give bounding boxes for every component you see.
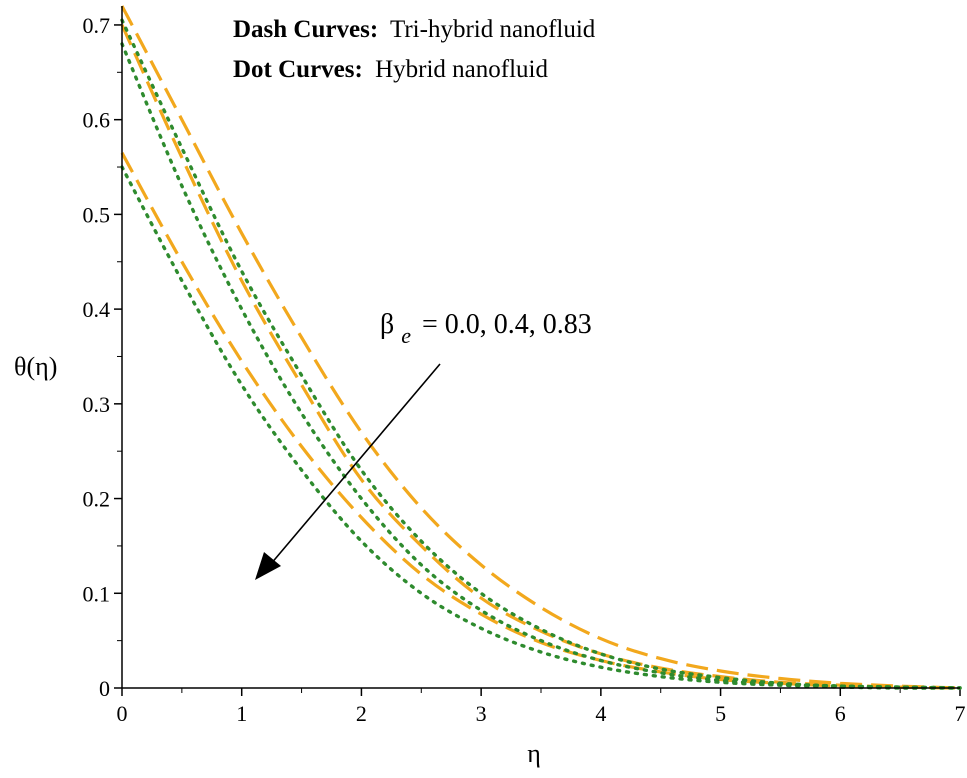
y-tick-label: 0.6 (83, 108, 111, 133)
x-tick-label: 4 (595, 701, 606, 726)
y-tick-label: 0.2 (83, 487, 111, 512)
tick-labels: 0 1 2 3 4 5 6 7 0 0.1 0.2 0.3 0.4 0.5 0.6 0.7 (83, 13, 966, 726)
legend-item-dash: Dash Curves: Tri-hybrid nanofluid (233, 16, 596, 43)
series-lines (120, 5, 962, 690)
x-tick-label: 1 (236, 701, 247, 726)
x-tick-label: 3 (476, 701, 487, 726)
dot-curve-3 (120, 165, 962, 690)
y-tick-label: 0 (99, 676, 110, 701)
dash-curve-1 (120, 5, 961, 690)
x-tick-label: 7 (955, 701, 966, 726)
x-tick-label: 6 (835, 701, 846, 726)
y-tick-label: 0.3 (83, 392, 111, 417)
legend-item-dot: Dot Curves: Hybrid nanofluid (233, 56, 548, 83)
y-tick-label: 0.4 (83, 297, 111, 322)
legend-dot-label: Hybrid nanofluid (375, 56, 548, 83)
y-tick-label: 0.5 (83, 202, 111, 227)
x-axis-label: η (527, 739, 541, 768)
annotation-text: β e = 0.0, 0.4, 0.83 (380, 309, 592, 350)
legend-dot-key: Dot Curves: (233, 56, 363, 83)
y-axis-label: θ(η) (14, 352, 57, 381)
legend-dash-label: Tri-hybrid nanofluid (390, 16, 596, 43)
dot-curve-1 (120, 18, 962, 690)
tick-marks (114, 24, 961, 696)
x-tick-label: 0 (117, 701, 128, 726)
dash-curve-2 (120, 24, 961, 690)
annotation-symbol: β (380, 309, 394, 340)
legend-dash-key: Dash Curves: (233, 16, 378, 43)
annotation-subscript: e (401, 323, 411, 348)
arrow-head (255, 552, 281, 580)
parameter-annotation: β e = 0.0, 0.4, 0.83 (255, 309, 592, 580)
y-tick-label: 0.7 (83, 13, 111, 38)
dash-curve-3 (120, 152, 961, 690)
x-tick-label: 2 (356, 701, 367, 726)
annotation-values: = 0.0, 0.4, 0.83 (422, 309, 592, 340)
arrow-shaft (269, 363, 441, 566)
x-tick-label: 5 (715, 701, 726, 726)
y-tick-label: 0.1 (83, 581, 111, 606)
legend: Dash Curves: Tri-hybrid nanofluid Dot Cu… (233, 16, 596, 83)
dot-curve-2 (120, 42, 962, 690)
